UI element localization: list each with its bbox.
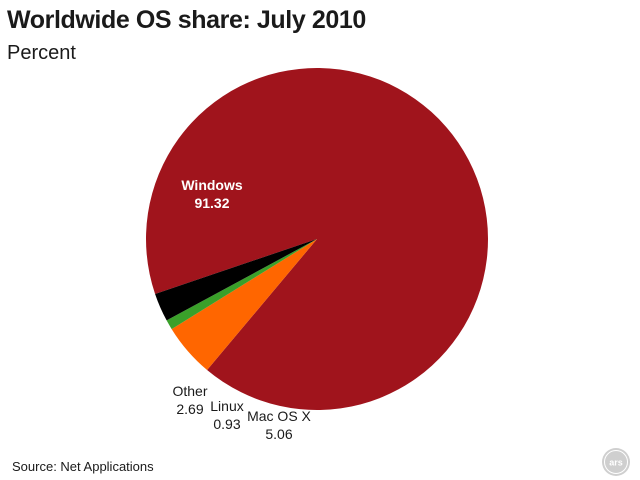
pie-slice-linux (166, 239, 317, 330)
slice-label-mac-os-x: Mac OS X 5.06 (247, 408, 311, 442)
pie-slice-other (155, 239, 317, 321)
source-note: Source: Net Applications (12, 459, 154, 474)
chart-subtitle: Percent (7, 42, 76, 64)
ars-logo: ars (602, 448, 630, 476)
slice-label-other: Other 2.69 (172, 383, 207, 417)
chart-title: Worldwide OS share: July 2010 (7, 6, 366, 34)
pie-slice-windows (146, 68, 489, 411)
pie-slice-mac-os-x (171, 239, 317, 370)
slice-label-windows: Windows 91.32 (181, 177, 243, 211)
slice-label-linux: Linux 0.93 (210, 398, 243, 432)
svg-text:ars: ars (609, 458, 623, 468)
